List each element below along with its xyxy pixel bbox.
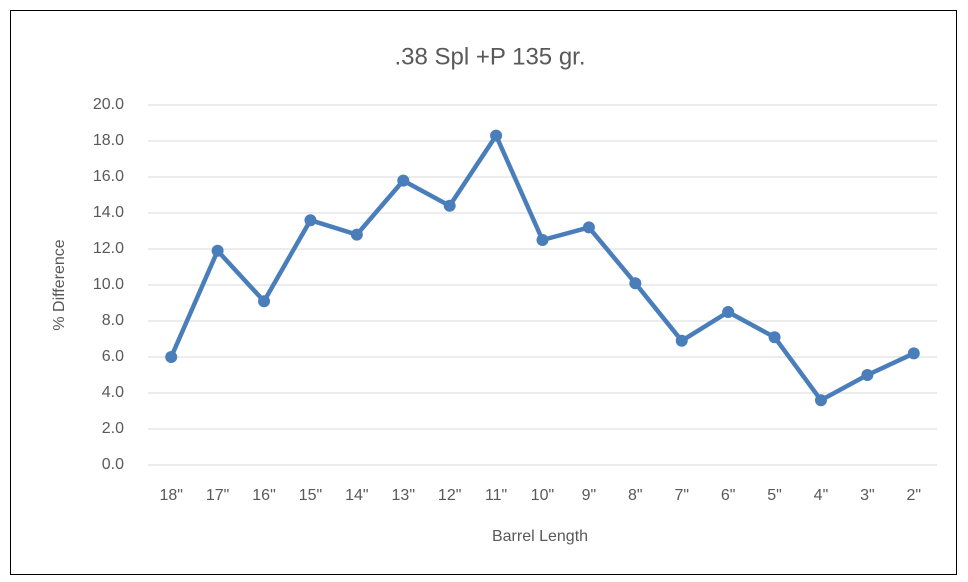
y-tick-label: 0.0	[102, 456, 124, 473]
marker	[629, 277, 642, 290]
marker	[258, 295, 271, 308]
marker	[165, 351, 178, 363]
y-tick-label: 6.0	[102, 348, 124, 365]
marker	[304, 214, 317, 227]
marker	[907, 347, 920, 360]
marker	[675, 334, 688, 347]
marker	[490, 129, 503, 142]
x-tick-label: 17"	[206, 487, 229, 504]
x-tick-label: 10"	[531, 487, 554, 504]
x-tick-label: 2"	[907, 487, 922, 504]
x-tick-label: 12"	[438, 487, 461, 504]
y-tick-label: 20.0	[93, 96, 124, 113]
y-tick-label: 12.0	[93, 240, 124, 257]
marker	[582, 221, 595, 234]
x-tick-label: 5"	[767, 487, 782, 504]
marker	[814, 394, 827, 407]
marker	[397, 174, 410, 187]
y-tick-label: 14.0	[93, 204, 124, 221]
x-tick-label: 6"	[721, 487, 736, 504]
x-tick-label: 16"	[252, 487, 275, 504]
x-tick-label: 7"	[674, 487, 689, 504]
y-tick-label: 18.0	[93, 132, 124, 149]
chart-title: .38 Spl +P 135 gr.	[394, 43, 585, 70]
y-tick-label: 4.0	[102, 384, 124, 401]
y-tick-label: 2.0	[102, 420, 124, 437]
y-tick-label: 16.0	[93, 168, 124, 185]
x-tick-label: 18"	[159, 487, 182, 504]
y-tick-label: 10.0	[93, 276, 124, 293]
x-tick-label: 4"	[814, 487, 829, 504]
x-tick-label: 13"	[392, 487, 415, 504]
y-axis-title: % Difference	[51, 239, 68, 330]
marker	[350, 228, 363, 241]
y-tick-label: 8.0	[102, 312, 124, 329]
marker	[443, 199, 456, 212]
marker	[768, 331, 781, 344]
marker	[536, 234, 549, 246]
x-tick-label: 15"	[299, 487, 322, 504]
marker	[211, 244, 224, 257]
marker	[861, 369, 874, 381]
x-tick-label: 11"	[485, 487, 507, 504]
marker	[722, 306, 735, 318]
x-tick-label: 8"	[628, 487, 643, 504]
x-tick-label: 9"	[582, 487, 597, 504]
x-tick-label: 3"	[860, 487, 875, 504]
x-axis-title: Barrel Length	[492, 528, 588, 545]
x-tick-label: 14"	[345, 487, 368, 504]
